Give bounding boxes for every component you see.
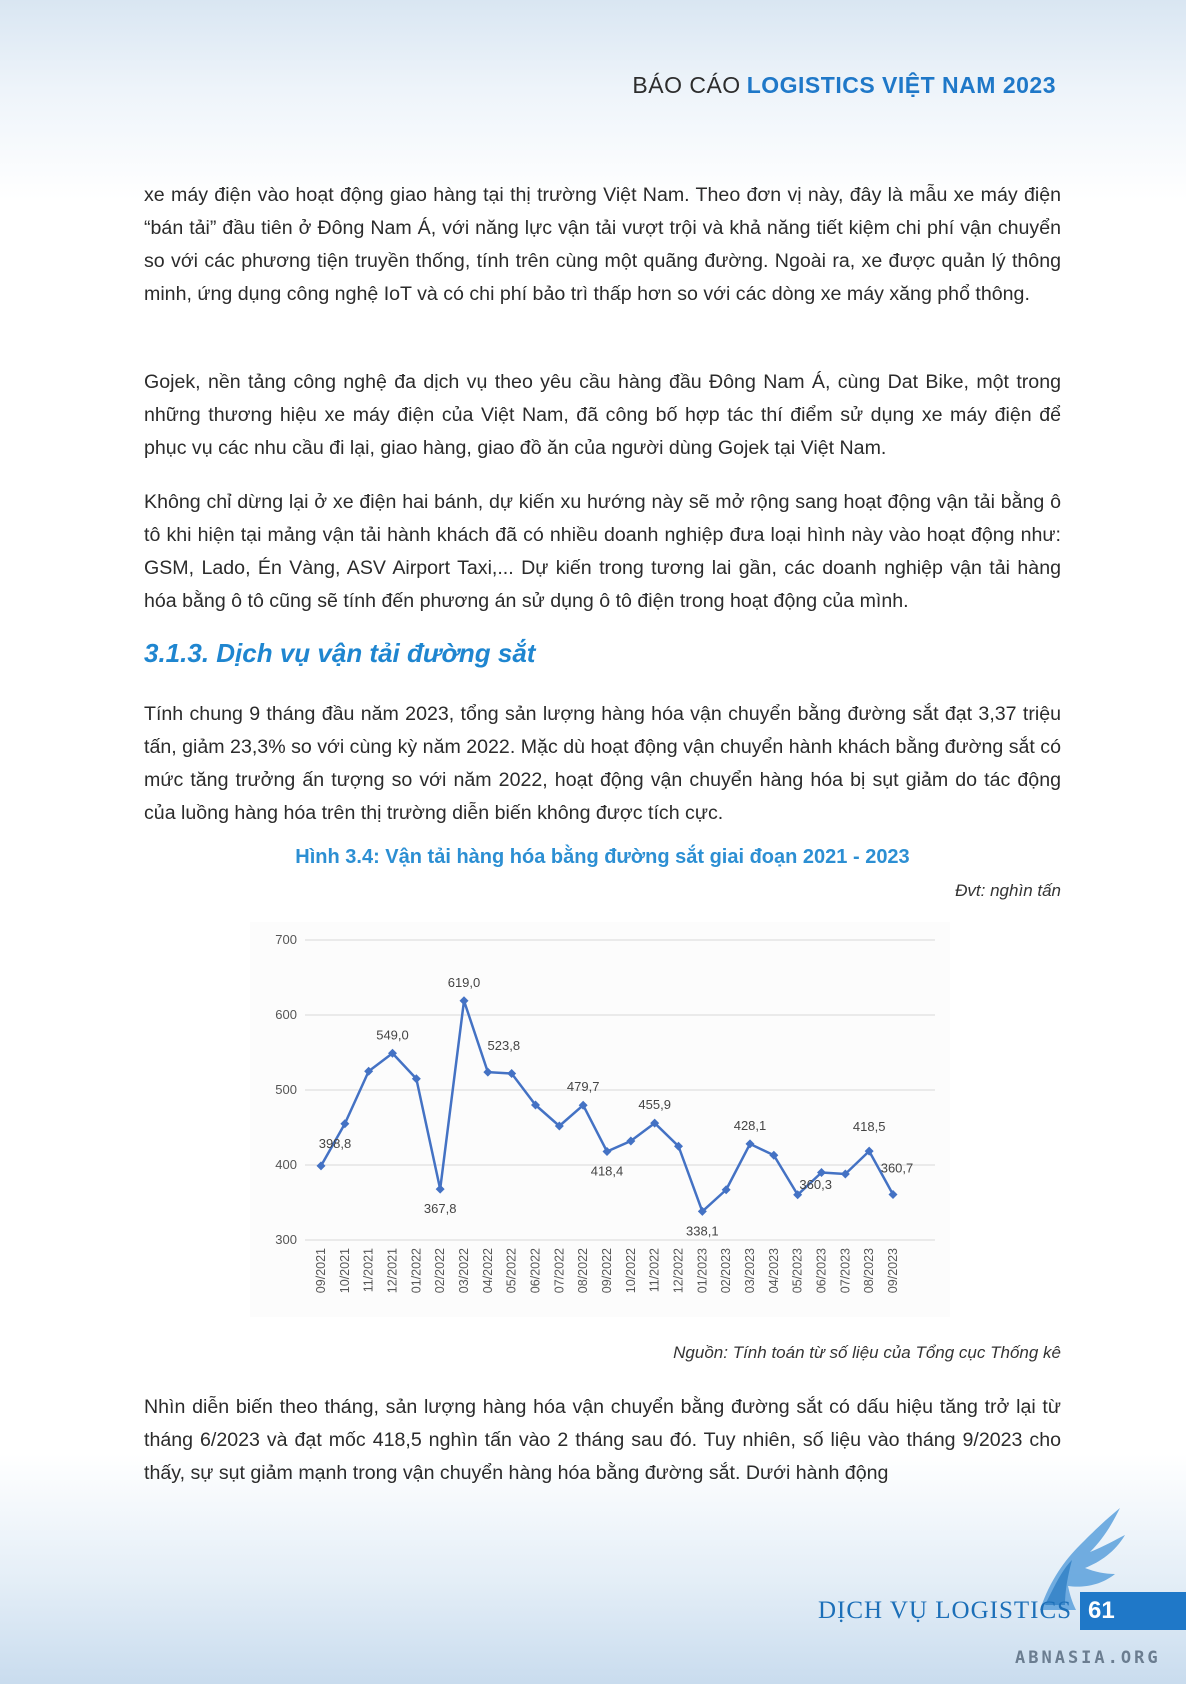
- x-tick-label: 05/2023: [791, 1248, 805, 1293]
- y-tick-label: 400: [275, 1157, 297, 1172]
- data-point: [388, 1048, 397, 1058]
- running-header: BÁO CÁO LOGISTICS VIỆT NAM 2023: [632, 72, 1056, 99]
- x-tick-label: 06/2023: [815, 1248, 829, 1293]
- data-label: 619,0: [448, 975, 481, 990]
- data-point: [697, 1206, 707, 1216]
- footer-background: [0, 1454, 1186, 1684]
- x-tick-label: 04/2023: [767, 1248, 781, 1293]
- data-point: [745, 1139, 755, 1149]
- data-point: [435, 1184, 445, 1194]
- x-tick-label: 04/2022: [481, 1248, 495, 1293]
- y-tick-label: 300: [275, 1232, 297, 1247]
- data-label: 338,1: [686, 1223, 719, 1238]
- data-point: [578, 1100, 588, 1110]
- data-point: [817, 1168, 826, 1177]
- data-label: 418,4: [591, 1164, 624, 1179]
- data-point: [793, 1190, 803, 1200]
- y-tick-label: 700: [275, 932, 297, 947]
- data-point: [650, 1118, 660, 1128]
- x-tick-label: 10/2021: [338, 1248, 352, 1293]
- x-tick-label: 09/2022: [600, 1248, 614, 1293]
- data-point: [364, 1066, 374, 1076]
- x-tick-label: 01/2023: [695, 1248, 709, 1293]
- data-point: [316, 1161, 326, 1171]
- data-point: [507, 1069, 517, 1078]
- data-point: [459, 996, 469, 1006]
- data-point: [864, 1146, 874, 1156]
- data-label: 428,1: [734, 1118, 767, 1133]
- paragraph-3: Không chỉ dừng lại ở xe điện hai bánh, d…: [144, 491, 1061, 612]
- chart-container: 300 400 500 600 700 09/2021 10/2021 11/2021 12/2…: [250, 922, 950, 1317]
- data-point: [769, 1150, 779, 1160]
- data-label: 398,8: [319, 1136, 352, 1151]
- data-label: 367,8: [424, 1201, 457, 1216]
- line-chart: 300 400 500 600 700 09/2021 10/2021 11/2021 12/2…: [275, 932, 935, 1293]
- data-point: [840, 1169, 850, 1179]
- x-tick-label: 08/2023: [862, 1248, 876, 1293]
- paragraph-4: Tính chung 9 tháng đầu năm 2023, tổng sả…: [144, 703, 1061, 824]
- figure-source: Nguồn: Tính toán từ số liệu của Tổng cục…: [673, 1343, 1061, 1362]
- figure-title: Hình 3.4: Vận tải hàng hóa bằng đường sắ…: [295, 846, 910, 868]
- x-tick-label: 12/2021: [386, 1248, 400, 1293]
- data-point: [602, 1147, 612, 1156]
- x-tick-label: 10/2022: [624, 1248, 638, 1293]
- x-tick-label: 02/2023: [719, 1248, 733, 1293]
- x-tick-label: 03/2022: [457, 1248, 471, 1293]
- paragraph-2: Gojek, nền tảng công nghệ đa dịch vụ the…: [144, 371, 1061, 459]
- x-tick-label: 03/2023: [743, 1248, 757, 1293]
- x-tick-label: 07/2023: [838, 1248, 852, 1293]
- data-point: [340, 1119, 350, 1129]
- paragraph-1: xe máy điện vào hoạt động giao hàng tại …: [144, 184, 1061, 305]
- page-number: 61: [1088, 1597, 1115, 1624]
- data-point: [674, 1141, 683, 1151]
- x-tick-label: 12/2022: [672, 1248, 686, 1293]
- x-tick-label: 08/2022: [576, 1248, 590, 1293]
- x-tick-label: 07/2022: [552, 1248, 566, 1293]
- x-tick-label: 01/2022: [409, 1248, 423, 1293]
- data-label: 549,0: [376, 1027, 409, 1042]
- data-point: [531, 1100, 540, 1110]
- section-title: 3.1.3. Dịch vụ vận tải đường sắt: [144, 638, 536, 668]
- data-label: 418,5: [853, 1119, 886, 1134]
- data-point: [411, 1074, 421, 1084]
- y-tick-label: 600: [275, 1007, 297, 1022]
- header-prefix: BÁO CÁO: [632, 72, 741, 98]
- data-label: 479,7: [567, 1079, 600, 1094]
- logo-icon: [1040, 1508, 1125, 1610]
- x-tick-label: 09/2021: [314, 1248, 328, 1293]
- data-label: 523,8: [488, 1038, 521, 1053]
- data-point: [626, 1136, 636, 1146]
- data-point: [554, 1121, 564, 1131]
- page-number-badge: 61: [1080, 1592, 1186, 1630]
- footer-label: DỊCH VỤ LOGISTICS: [818, 1597, 1073, 1624]
- data-label: 360,7: [881, 1160, 914, 1175]
- header-brand: LOGISTICS VIỆT NAM 2023: [746, 72, 1056, 98]
- x-tick-label: 05/2022: [505, 1248, 519, 1293]
- y-tick-label: 500: [275, 1082, 297, 1097]
- x-tick-label: 09/2023: [886, 1248, 900, 1293]
- data-point: [888, 1189, 898, 1199]
- x-tick-label: 11/2022: [648, 1248, 662, 1292]
- data-label: 455,9: [638, 1097, 671, 1112]
- header-background: [0, 0, 1186, 200]
- data-label: 360,3: [799, 1177, 832, 1192]
- watermark-text: ABNASIA.ORG: [1015, 1648, 1161, 1668]
- x-tick-label: 02/2022: [433, 1248, 447, 1293]
- data-point: [483, 1067, 493, 1077]
- data-point: [721, 1185, 731, 1195]
- x-tick-label: 11/2021: [362, 1248, 376, 1292]
- paragraph-5: Nhìn diễn biến theo tháng, sản lượng hàn…: [144, 1396, 1061, 1484]
- figure-unit: Đvt: nghìn tấn: [955, 881, 1061, 900]
- x-tick-label: 06/2022: [529, 1248, 543, 1293]
